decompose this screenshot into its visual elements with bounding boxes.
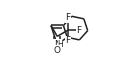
- Text: O: O: [54, 46, 61, 55]
- Text: F: F: [65, 13, 71, 22]
- Text: N: N: [54, 40, 61, 49]
- Text: F: F: [76, 26, 81, 35]
- Text: H: H: [58, 40, 63, 49]
- Text: F: F: [65, 36, 71, 45]
